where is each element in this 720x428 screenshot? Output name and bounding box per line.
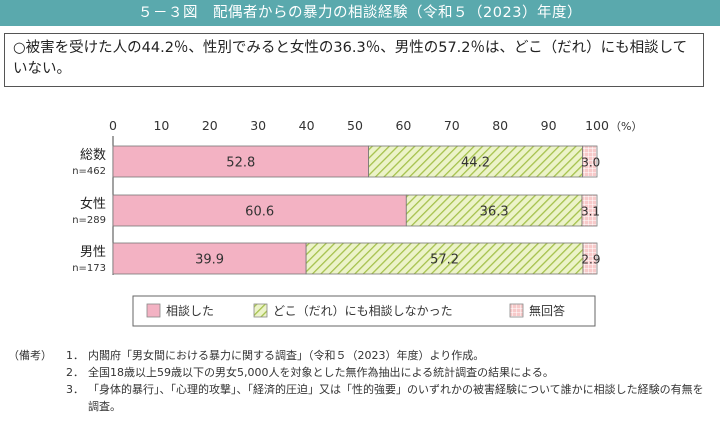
y-axis-labels: 総数 n=462 女性 n=289 男性 n=173 [72,148,106,274]
note-row-3: 3． 「身体的暴行」、「心理的攻撃」、「経済的圧迫」又は「性的強要」のいずれかの… [8,381,713,415]
x-tick-label: 30 [250,118,266,133]
note-text: 「身体的暴行」、「心理的攻撃」、「経済的圧迫」又は「性的強要」のいずれかの被害経… [88,383,704,413]
x-tick-label: 90 [541,118,557,133]
bar-not-consulted [405,194,583,227]
bars: 52.8 44.2 3.0 60.6 36.3 3.1 39.9 57.2 2.9 [112,145,601,275]
bar-no-answer [582,242,598,275]
legend-swatch-no-answer [509,303,524,318]
note-row-2: 2． 全国18歳以上59歳以下の男女5,000人を対象とした無作為抽出による統計… [8,364,713,381]
legend-label-no-answer: 無回答 [529,303,565,318]
data-label: 52.8 [226,156,255,171]
data-label: 36.3 [480,205,509,220]
x-tick-label: 60 [395,118,411,133]
category-n-label: n=289 [72,215,106,226]
data-label: 44.2 [461,156,490,171]
data-label: 60.6 [245,205,274,220]
x-tick-label: 20 [202,118,218,133]
legend-swatch-not-consulted [253,303,268,318]
category-label: 総数 [80,148,106,163]
legend: 相談した どこ（だれ）にも相談しなかった 無回答 [132,295,596,327]
legend-swatch-consulted [146,303,161,318]
data-label: 39.9 [195,253,224,268]
bar-not-consulted [368,145,583,178]
data-label: 2.9 [581,253,600,267]
x-axis-unit: （%） [610,120,642,133]
note-text: 全国18歳以上59歳以下の男女5,000人を対象とした無作為抽出による統計調査の… [88,366,554,379]
x-tick-label: 10 [153,118,169,133]
x-tick-label: 0 [109,118,117,133]
notes-heading: （備考） [8,349,52,362]
data-label: 3.1 [581,205,600,219]
legend-label-consulted: 相談した [166,303,214,318]
note-row-1: （備考） 1． 内閣府「男女間における暴力に関する調査」（令和５（2023）年度… [8,347,713,364]
note-number: 2． [66,366,84,379]
data-label: 3.0 [581,156,600,170]
bar-consulted [112,145,369,178]
note-text: 内閣府「男女間における暴力に関する調査」（令和５（2023）年度）より作成。 [88,349,485,362]
stacked-bar-chart: 0 10 20 30 40 50 60 70 80 90 100 （%） 52.8 44.2 3.0 60.… [72,118,642,327]
bar-no-answer [581,194,598,227]
legend-label-not-consulted: どこ（だれ）にも相談しなかった [273,303,453,318]
summary-box: ○被害を受けた人の44.2％、性別でみると女性の36.3％、男性の57.2％は、… [4,33,704,87]
x-tick-label: 40 [299,118,315,133]
x-tick-label: 50 [347,118,363,133]
category-n-label: n=462 [72,166,106,177]
category-label: 男性 [80,245,106,260]
x-tick-label: 100 [585,118,609,133]
x-tick-label: 70 [444,118,460,133]
bar-consulted [112,194,407,227]
category-label: 女性 [80,196,106,212]
category-n-label: n=173 [72,263,106,274]
note-number: 1． [66,349,84,362]
bar-no-answer [582,145,598,178]
figure-title: ５－３図 配偶者からの暴力の相談経験（令和５（2023）年度） [0,0,720,26]
bar-consulted [112,242,307,275]
notes: （備考） 1． 内閣府「男女間における暴力に関する調査」（令和５（2023）年度… [8,347,713,415]
note-number: 3． [66,383,84,396]
x-tick-label: 80 [492,118,508,133]
data-label: 57.2 [430,253,459,268]
